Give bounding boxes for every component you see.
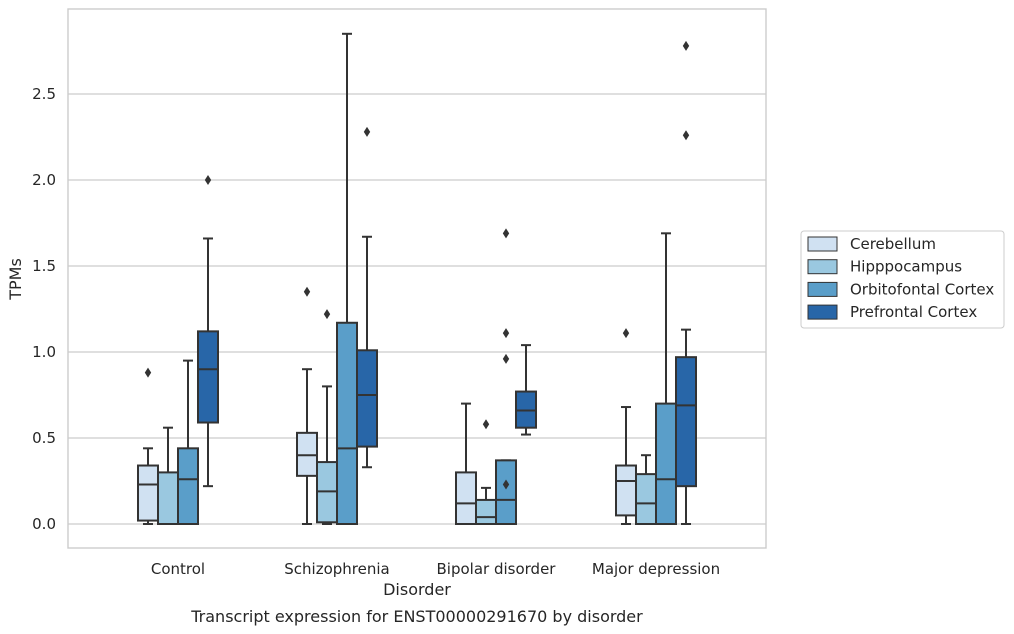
y-tick-label: 0.5: [32, 429, 56, 447]
iqr-box: [336, 321, 358, 526]
legend-frame: [800, 230, 1005, 329]
legend-label: Hipppocampus: [850, 258, 962, 276]
box-hipppocampus-2: [475, 419, 497, 526]
legend: Cerebellum Hipppocampus Orbitofontal Corte…: [800, 230, 1005, 329]
legend-label: Prefrontal Cortex: [850, 303, 977, 321]
outlier-marker: [363, 126, 371, 137]
box-hipppocampus-3: [635, 454, 657, 525]
chart-caption: Transcript expression for ENST0000029167…: [190, 607, 643, 626]
box-prefrontal-cortex-1: [356, 126, 378, 469]
y-tick-label: 2.5: [32, 85, 56, 103]
x-tick-label: Control: [151, 560, 205, 578]
outlier-marker: [502, 479, 510, 490]
outlier-marker: [502, 328, 510, 339]
outlier-marker: [502, 228, 510, 239]
legend-swatch: [807, 304, 838, 320]
iqr-box: [177, 447, 199, 526]
box-prefrontal-cortex-0: [197, 175, 219, 488]
box-cerebellum-1: [296, 286, 318, 525]
y-axis-label: TPMs: [6, 258, 25, 301]
iqr-box: [475, 498, 497, 526]
legend-swatch: [807, 236, 838, 252]
box-orbitofontal-cortex-2: [495, 228, 517, 525]
box-prefrontal-cortex-2: [515, 344, 537, 436]
box-orbitofontal-cortex-1: [336, 32, 358, 526]
box-prefrontal-cortex-3: [675, 40, 697, 525]
y-tick-label: 2.0: [32, 171, 56, 189]
box-orbitofontal-cortex-0: [177, 359, 199, 526]
box-hipppocampus-1: [316, 309, 338, 525]
iqr-box: [455, 471, 477, 525]
outlier-marker: [682, 40, 690, 51]
outlier-marker: [204, 175, 212, 185]
iqr-box: [635, 473, 657, 525]
x-axis-label: Disorder: [383, 580, 451, 599]
outlier-marker: [502, 353, 510, 364]
box-cerebellum-0: [137, 367, 159, 525]
iqr-box: [356, 349, 378, 448]
iqr-box: [495, 459, 517, 525]
outlier-marker: [482, 419, 490, 430]
legend-swatch: [807, 281, 838, 297]
iqr-box: [157, 471, 179, 525]
iqr-box: [655, 402, 677, 526]
plot-frame: [67, 8, 767, 549]
x-tick-labels: Control Schizophrenia Bipolar disorder Majo…: [151, 560, 720, 578]
iqr-box: [197, 330, 219, 424]
outlier-marker: [622, 328, 630, 339]
iqr-box: [675, 356, 697, 488]
box-cerebellum-3: [615, 328, 637, 525]
outlier-marker: [682, 130, 690, 141]
outlier-marker: [144, 367, 152, 378]
boxes: [137, 32, 697, 526]
x-tick-label: Schizophrenia: [284, 560, 389, 578]
box-cerebellum-2: [455, 402, 477, 525]
legend-label: Orbitofontal Cortex: [850, 280, 994, 298]
x-tick-label: Bipolar disorder: [437, 560, 557, 578]
box-hipppocampus-0: [157, 426, 179, 525]
iqr-box: [137, 464, 159, 522]
outlier-marker: [323, 309, 331, 320]
legend-label: Cerebellum: [850, 235, 936, 253]
y-tick-label: 1.0: [32, 343, 56, 361]
legend-swatch: [807, 259, 838, 275]
box-orbitofontal-cortex-3: [655, 232, 677, 526]
iqr-box: [615, 464, 637, 517]
y-tick-label: 0.0: [32, 515, 56, 533]
x-tick-label: Major depression: [592, 560, 720, 578]
y-tick-label: 1.5: [32, 257, 56, 275]
outlier-marker: [303, 286, 311, 297]
y-tick-labels: 0.0 0.5 1.0 1.5 2.0 2.5: [32, 85, 56, 533]
